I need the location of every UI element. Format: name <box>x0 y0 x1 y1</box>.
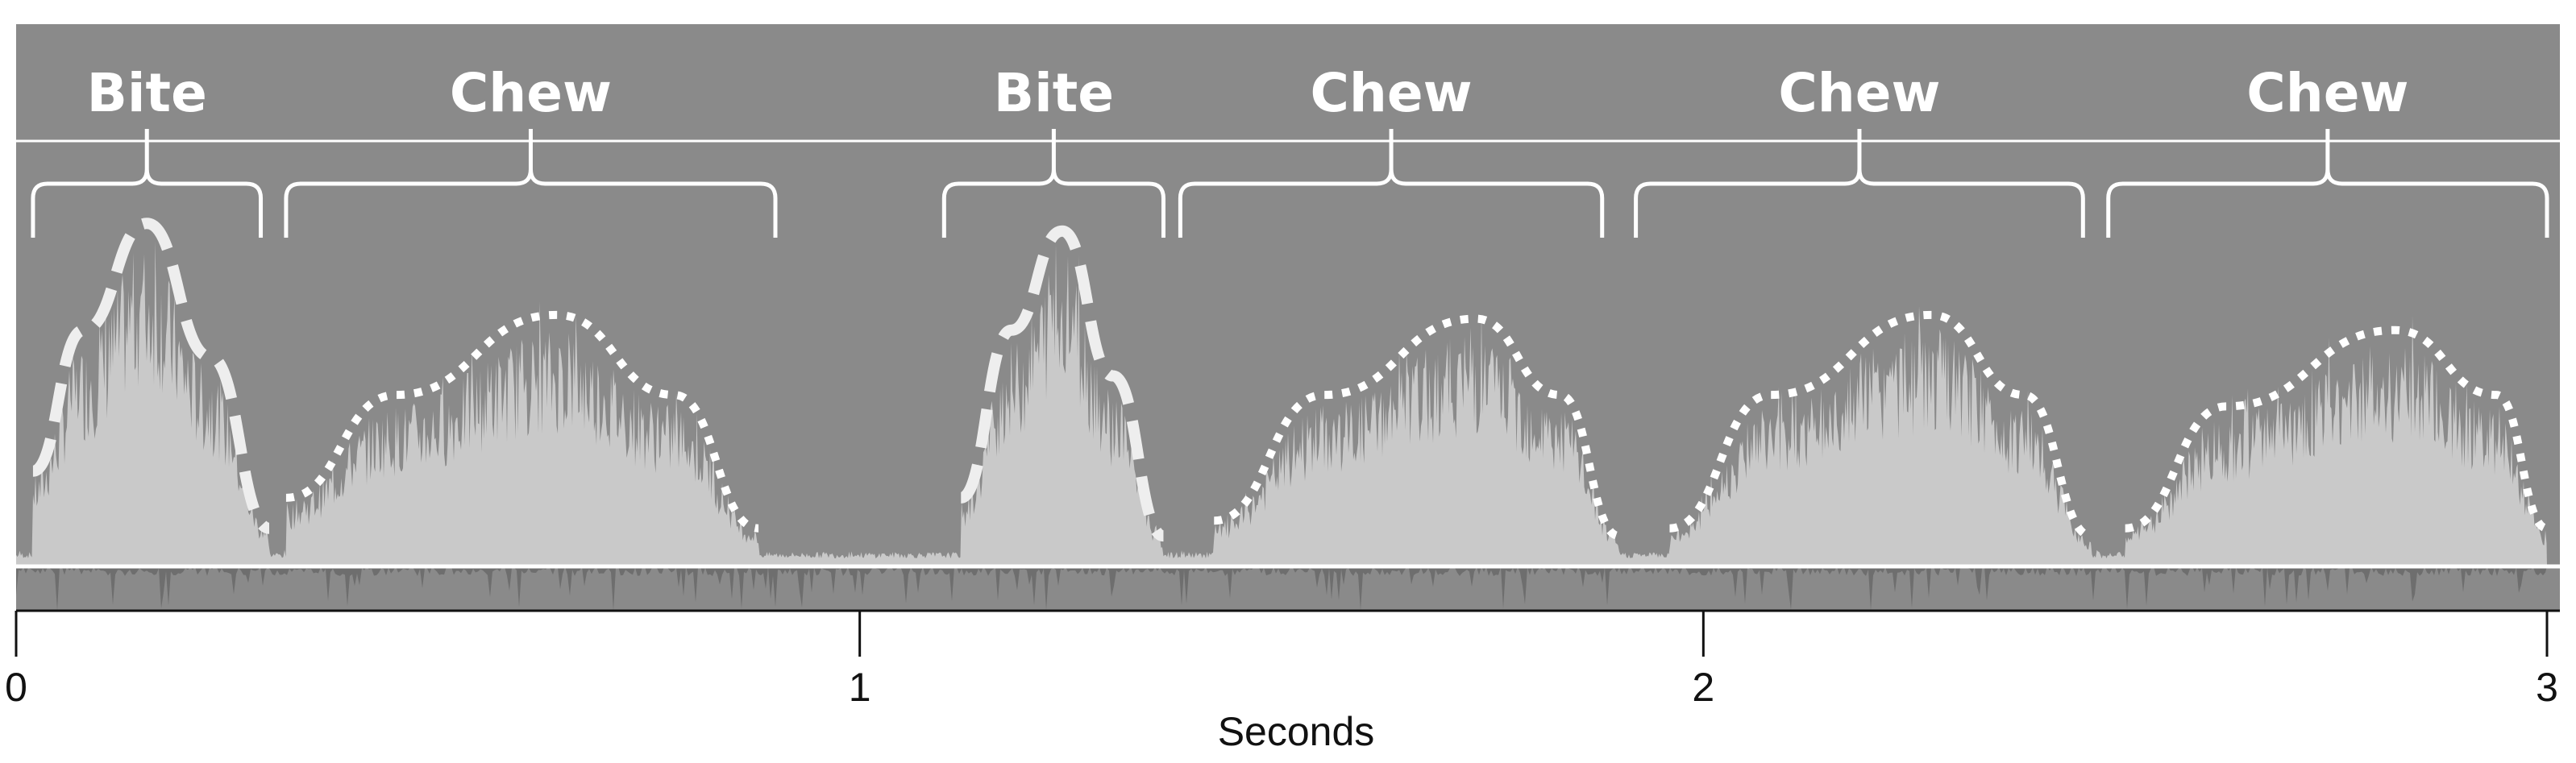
envelope-curve <box>2125 326 2549 533</box>
signal-waveform <box>16 240 2547 611</box>
x-axis-title: Seconds <box>1218 709 1375 754</box>
segment-label: Chew <box>2246 62 2408 124</box>
segment-label: Bite <box>994 62 1114 124</box>
segment-labels: Bite Chew Bite Chew Chew Chew <box>87 62 2409 124</box>
envelope-curves <box>31 218 2549 542</box>
segment-bracket <box>31 129 264 238</box>
segment-bracket <box>941 129 1165 238</box>
envelope-curve <box>1213 314 1621 541</box>
envelope-curve <box>1668 310 2092 541</box>
segment-label: Chew <box>450 62 612 124</box>
x-axis-ticks: 0 1 2 3 <box>5 611 2558 710</box>
x-tick-label: 0 <box>5 665 27 710</box>
x-tick-label: 2 <box>1692 665 1714 710</box>
segment-brackets <box>31 129 2549 238</box>
envelope-curve <box>958 225 1165 542</box>
segment-bracket <box>1178 129 1605 238</box>
segment-bracket <box>284 129 778 238</box>
x-tick-label: 1 <box>849 665 871 710</box>
x-tick-label: 3 <box>2536 665 2558 710</box>
envelope-curve <box>31 218 272 534</box>
segment-label: Chew <box>1310 62 1472 124</box>
segment-label: Chew <box>1778 62 1940 124</box>
signal-area <box>16 240 2547 566</box>
segment-label: Bite <box>87 62 207 124</box>
envelope-curve <box>285 310 759 533</box>
segment-bracket <box>1634 129 2085 238</box>
segment-bracket <box>2106 129 2549 238</box>
